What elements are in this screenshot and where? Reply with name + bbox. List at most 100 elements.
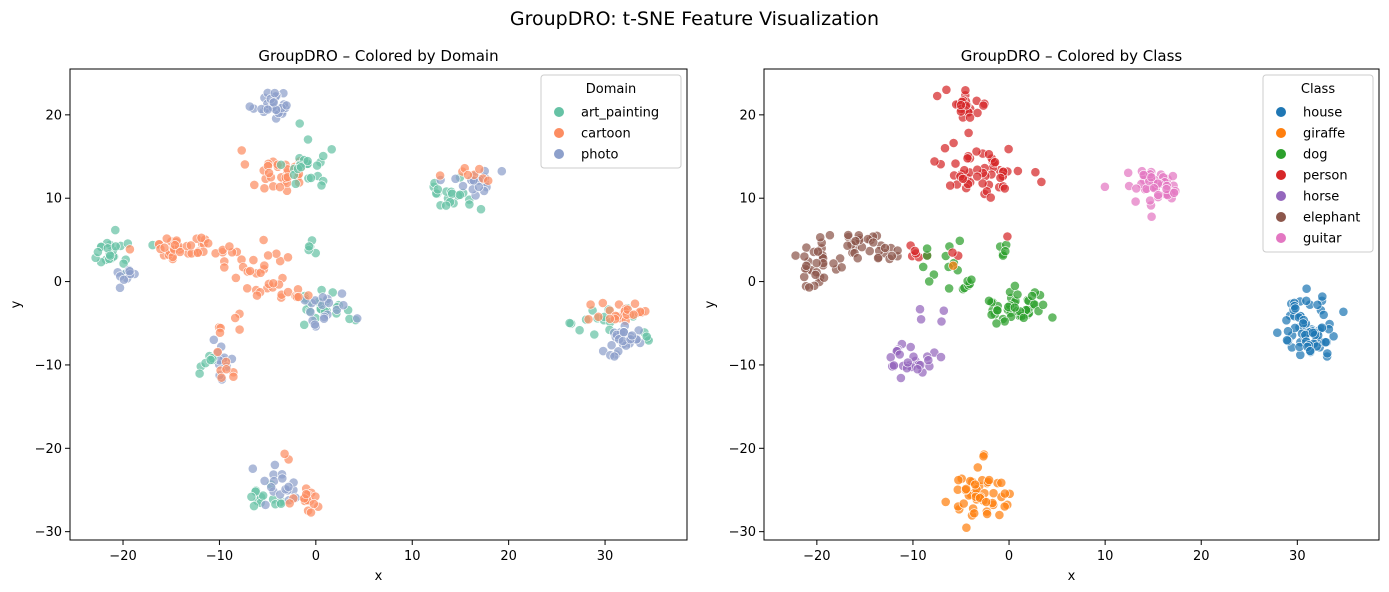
legend: Class house giraffe dog person horse elephant g… [1262, 74, 1374, 253]
scatter-point-dog [992, 305, 1003, 316]
scatter-point-photo [323, 297, 334, 308]
scatter-point-guitar [1168, 171, 1178, 181]
scatter-point-dog [999, 316, 1010, 327]
scatter-point-person [971, 146, 982, 157]
y-tick-label: −30 [35, 525, 62, 540]
scatter-point-person [965, 112, 975, 123]
scatter-point-art-painting [110, 225, 121, 235]
scatter-point-photo [262, 104, 273, 115]
legend-marker [1276, 107, 1286, 117]
scatter-point-dog [984, 295, 994, 306]
scatter-point-person [960, 85, 971, 96]
scatter-point-cartoon [216, 372, 227, 383]
scatter-point-elephant [850, 236, 861, 246]
scatter-point-cartoon [161, 233, 172, 244]
scatter-point-dog [1047, 312, 1058, 323]
scatter-point-art-painting [105, 250, 116, 261]
x-tick-label: 20 [500, 549, 517, 564]
scatter-point-guitar [1149, 183, 1159, 193]
scatter-point-cartoon [274, 182, 285, 192]
legend-marker [1276, 233, 1286, 243]
scatter-point-house [1307, 327, 1318, 338]
scatter-point-art-painting [205, 354, 216, 365]
scatter-point-giraffe [953, 475, 964, 485]
scatter-point-elephant [790, 250, 801, 261]
legend-marker [554, 107, 564, 117]
scatter-point-photo [496, 166, 507, 177]
scatter-point-guitar [1146, 172, 1157, 183]
x-axis-label: x [1068, 569, 1076, 584]
scatter-point-cartoon [219, 262, 230, 273]
scatter-point-horse [912, 364, 923, 375]
scatter-point-person [929, 156, 940, 167]
legend-box [540, 74, 682, 169]
scatter-point-art-painting [432, 184, 443, 195]
scatter-point-giraffe [984, 475, 994, 485]
scatter-point-person [948, 138, 959, 148]
scatter-point-cartoon [474, 164, 485, 174]
y-tick-label: 0 [54, 275, 62, 290]
scatter-point-art-painting [304, 241, 314, 252]
scatter-point-giraffe [970, 479, 981, 490]
scatter-point-art-painting [249, 501, 259, 511]
scatter-point-cartoon [224, 241, 235, 252]
y-tick-label: −20 [35, 442, 62, 457]
scatter-point-photo [269, 459, 280, 470]
scatter-point-cartoon [221, 364, 232, 375]
scatter-point-photo [473, 181, 484, 192]
chart-title: GroupDRO – Colored by Domain [258, 47, 498, 65]
scatter-point-guitar [1130, 196, 1141, 207]
scatter-point-dog [966, 274, 977, 285]
scatter-point-person [999, 183, 1010, 194]
scatter-point-person [958, 173, 968, 184]
scatter-point-person [1003, 144, 1014, 154]
legend-marker [554, 128, 564, 138]
legend-marker [1276, 191, 1286, 201]
scatter-point-art-painting [303, 134, 313, 145]
scatter-point-elephant [813, 246, 823, 257]
axes-frame [763, 68, 1380, 541]
scatter-point-art-painting [194, 368, 205, 379]
legend-label: guitar [1303, 232, 1342, 247]
scatter-point-giraffe [1000, 488, 1010, 499]
scatter-point-person [1030, 167, 1041, 178]
scatter-point-person [963, 127, 974, 138]
scatter-point-cartoon [303, 290, 314, 301]
scatter-point-cartoon [245, 266, 255, 276]
y-tick-label: −10 [729, 358, 756, 373]
scatter-point-photo [606, 340, 617, 351]
scatter-point-art-painting [118, 258, 129, 269]
y-axis-label: y [703, 300, 718, 308]
scatter-point-dog [924, 276, 935, 287]
scatter-point-art-painting [564, 318, 575, 328]
scatter-point-cartoon [258, 235, 269, 245]
legend-marker [554, 149, 564, 159]
scatter-point-horse [923, 355, 934, 366]
scatter-point-person [990, 157, 1000, 168]
scatter-point-cartoon [185, 240, 196, 251]
scatter-point-dog [1038, 299, 1048, 310]
scatter-point-art-painting [258, 490, 268, 501]
scatter-point-dog [991, 318, 1002, 329]
scatter-point-elephant [843, 230, 854, 240]
legend-title: Class [1301, 82, 1335, 97]
scatter-point-person [1036, 176, 1047, 187]
panel-class: GroupDRO – Colored by Class −20 −10 0 10 20 30… [703, 47, 1380, 584]
chart-title: GroupDRO – Colored by Class [961, 47, 1183, 65]
scatter-point-giraffe [981, 497, 992, 507]
y-tick-label: 10 [739, 192, 756, 207]
scatter-point-person [977, 178, 988, 189]
scatter-point-cartoon [308, 498, 319, 509]
scatter-point-photo [458, 181, 468, 191]
scatter-point-elephant [799, 251, 810, 262]
scatter-point-horse [915, 304, 925, 315]
scatter-point-elephant [828, 258, 839, 269]
scatter-point-art-painting [318, 151, 329, 161]
y-axis-label: y [9, 300, 24, 308]
scatter-point-cartoon [196, 232, 207, 243]
scatter-point-art-painting [276, 159, 286, 170]
scatter-point-cartoon [283, 252, 293, 263]
scatter-point-cartoon [283, 287, 293, 297]
scatter-point-giraffe [961, 483, 971, 494]
